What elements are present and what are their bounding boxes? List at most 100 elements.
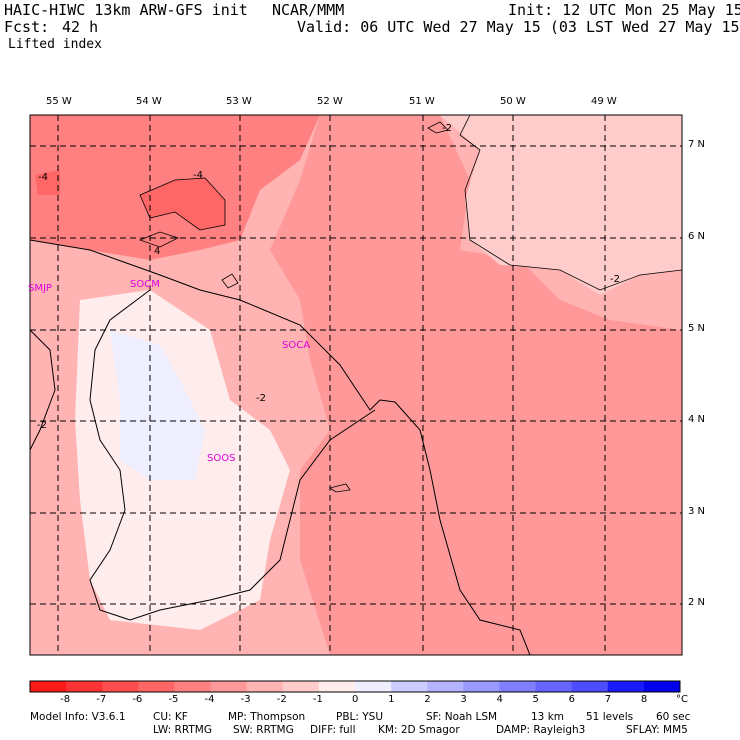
contour-label-6: -2 bbox=[256, 393, 266, 404]
colorbar-swatch bbox=[463, 681, 500, 692]
colorbar-tick-label: 4 bbox=[496, 694, 503, 705]
colorbar-swatch bbox=[355, 681, 392, 692]
colorbar-swatch bbox=[427, 681, 464, 692]
colorbar-tick-label: 5 bbox=[532, 694, 539, 705]
border-far-west bbox=[30, 329, 56, 451]
colorbar-tick-label: 3 bbox=[460, 694, 467, 705]
colorbar-tick-label: -4 bbox=[204, 694, 215, 705]
station-soca: SOCA bbox=[282, 340, 311, 351]
station-smjp: SMJP bbox=[28, 283, 52, 294]
colorbar-tick-label: 0 bbox=[352, 694, 359, 705]
model-title: HAIC-HIWC 13km ARW-GFS init bbox=[4, 1, 248, 19]
region-ne bbox=[440, 115, 682, 295]
colorbar-swatch bbox=[571, 681, 609, 692]
info-sflay: SFLAY: MM5 bbox=[626, 724, 688, 736]
colorbar-swatch bbox=[102, 681, 139, 692]
colorbar-swatch bbox=[282, 681, 320, 692]
field-title: Lifted index bbox=[8, 37, 102, 52]
colorbar-tick-label: 8 bbox=[640, 694, 648, 705]
lon-label-54w: 54 W bbox=[136, 96, 162, 107]
lon-label-49w: 49 W bbox=[591, 96, 617, 107]
organization: NCAR/MMM bbox=[272, 1, 345, 19]
lon-label-55w: 55 W bbox=[46, 96, 72, 107]
colorbar-frame bbox=[29, 680, 681, 693]
colorbar-tick-label: 7 bbox=[604, 694, 612, 705]
colorbar-tick-label: -6 bbox=[132, 694, 143, 705]
station-socm: SOCM bbox=[130, 279, 160, 290]
info-diff: DIFF: full bbox=[310, 724, 356, 736]
colorbar-swatch bbox=[246, 681, 284, 692]
contour-small-cell-2 bbox=[329, 483, 351, 493]
forecast-label: Fcst: bbox=[4, 18, 50, 36]
lat-label-2n: 2 N bbox=[688, 597, 706, 608]
info-sf: SF: Noah LSM bbox=[426, 711, 498, 723]
contour-minus4-core bbox=[139, 177, 226, 231]
lon-label-51w: 51 W bbox=[409, 96, 435, 107]
lat-label-7n: 7 N bbox=[688, 139, 706, 150]
region-mid bbox=[270, 115, 682, 655]
colorbar-swatch bbox=[535, 681, 573, 692]
colorbar-tick-label: -1 bbox=[312, 694, 323, 705]
colorbar-unit: °C bbox=[676, 694, 688, 705]
contour-label-5: -2 bbox=[610, 274, 620, 285]
valid-time: Valid: 06 UTC Wed 27 May 15 (03 LST Wed … bbox=[297, 18, 740, 36]
colorbar-swatch bbox=[174, 681, 212, 692]
lon-label-50w: 50 W bbox=[500, 96, 526, 107]
contour-minus4-small bbox=[138, 231, 180, 248]
lat-label-6n: 6 N bbox=[688, 231, 706, 242]
border-west bbox=[89, 289, 376, 621]
lat-label-5n: 5 N bbox=[688, 323, 706, 334]
info-model: Model Info: V3.6.1 bbox=[30, 711, 126, 723]
info-sw: SW: RRTMG bbox=[233, 724, 294, 736]
info-mp: MP: Thompson bbox=[228, 711, 306, 723]
colorbar-tick-label: 1 bbox=[388, 694, 395, 705]
colorbar-swatch bbox=[138, 681, 175, 692]
info-damp: DAMP: Rayleigh3 bbox=[496, 724, 586, 736]
colorbar-tick-label: -3 bbox=[240, 694, 251, 705]
colorbar-tick-label: 6 bbox=[568, 694, 576, 705]
region-positive bbox=[110, 330, 205, 480]
region-core-1 bbox=[140, 178, 225, 230]
contour-small-cell bbox=[221, 273, 239, 289]
region-core-2 bbox=[35, 170, 60, 195]
info-timestep: 60 sec bbox=[656, 711, 691, 723]
contour-label-4: -2 bbox=[442, 123, 452, 134]
info-lw: LW: RRTMG bbox=[153, 724, 212, 736]
info-cu: CU: KF bbox=[153, 711, 188, 723]
lat-label-4n: 4 N bbox=[688, 414, 706, 425]
info-km: KM: 2D Smagor bbox=[378, 724, 460, 736]
init-time: Init: 12 UTC Mon 25 May 15 bbox=[508, 1, 740, 19]
contour-label-7: -2 bbox=[37, 420, 47, 431]
map-fill bbox=[30, 115, 682, 655]
forecast-hour: 42 h bbox=[62, 18, 99, 36]
colorbar-swatch bbox=[30, 681, 67, 692]
colorbar-tick-label: -7 bbox=[96, 694, 107, 705]
map-frame bbox=[29, 114, 683, 656]
colorbar-swatch bbox=[499, 681, 537, 692]
contour-minus2-ne bbox=[459, 115, 682, 291]
colorbar-swatch bbox=[607, 681, 645, 692]
coastline bbox=[30, 239, 531, 655]
info-levels: 51 levels bbox=[586, 711, 634, 723]
station-soos: SOOS bbox=[207, 453, 236, 464]
lat-label-3n: 3 N bbox=[688, 506, 706, 517]
colorbar-tick-label: -8 bbox=[60, 694, 71, 705]
contour-label-2: -4 bbox=[193, 170, 203, 181]
colorbar-swatch bbox=[391, 681, 428, 692]
contour-small-cell-3 bbox=[427, 121, 449, 134]
info-pbl: PBL: YSU bbox=[336, 711, 384, 723]
lon-label-53w: 53 W bbox=[226, 96, 252, 107]
contour-label-1: -4 bbox=[38, 172, 48, 183]
colorbar bbox=[30, 681, 681, 692]
colorbar-tick-label: 2 bbox=[424, 694, 431, 705]
colorbar-swatch bbox=[318, 681, 356, 692]
info-res: 13 km bbox=[531, 711, 565, 723]
colorbar-tick-label: -2 bbox=[276, 694, 287, 705]
contour-label-3: 4 bbox=[154, 246, 161, 257]
colorbar-swatch bbox=[643, 681, 681, 692]
lon-label-52w: 52 W bbox=[317, 96, 343, 107]
graticule bbox=[30, 115, 682, 655]
colorbar-tick-label: -5 bbox=[168, 694, 179, 705]
colorbar-swatch bbox=[66, 681, 103, 692]
